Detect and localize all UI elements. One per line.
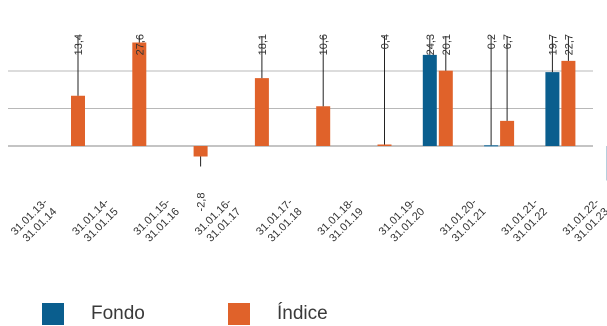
bar-ndice-7	[500, 120, 515, 146]
value-label-1-7: 6,7	[502, 34, 514, 49]
value-label-1-0: 13,4	[73, 34, 85, 55]
bar-ndice-8	[561, 60, 576, 146]
category-label-9: 31.01.22-31.01.23	[561, 196, 607, 247]
bar-ndice-4	[316, 106, 331, 146]
value-label-0-8: 19,7	[547, 34, 559, 55]
legend-swatch-indice	[228, 303, 250, 325]
category-label-6: 31.01.19-31.01.20	[377, 196, 428, 247]
category-label-7: 31.01.20-31.01.21	[438, 196, 489, 247]
legend-label-indice: Índice	[277, 303, 328, 324]
bar-ndice-5	[377, 144, 392, 146]
legend-swatch-fondo	[42, 303, 64, 325]
legend-item-fondo: Fondo	[42, 303, 145, 325]
value-label-0-6: 24,3	[425, 34, 437, 55]
category-label-1: 31.01.14-31.01.15	[70, 196, 121, 247]
bar-chart: 13,4 31.01.13-31.01.14 27,6 31.01.14-31.01.…	[8, 34, 607, 247]
value-label-1-8: 22,7	[563, 34, 575, 55]
value-label-1-2: -2,8	[196, 193, 208, 212]
category-label-4: 31.01.17-31.01.18	[254, 196, 305, 247]
value-label-1-5: 0,4	[380, 34, 392, 49]
category-label-0: 31.01.13-31.01.14	[9, 196, 60, 247]
legend-item-indice: Índice	[228, 303, 328, 325]
value-label-1-6: 20,1	[441, 34, 453, 55]
bar-ndice-3	[254, 78, 269, 146]
value-label-1-3: 18,1	[257, 34, 269, 55]
bar-fondo-8	[545, 72, 560, 146]
bar-fondo-7	[484, 145, 499, 147]
category-label-5: 31.01.18-31.01.19	[315, 196, 366, 247]
category-label-2: 31.01.15-31.01.16	[131, 196, 182, 247]
bar-ndice-6	[438, 70, 453, 146]
value-label-0-7: 0,2	[486, 34, 498, 49]
value-label-1-1: 27,6	[134, 34, 146, 55]
bar-fondo-6	[422, 54, 437, 146]
bar-ndice-0	[71, 95, 85, 146]
bar-ndice-2	[193, 146, 208, 157]
category-label-8: 31.01.21-31.01.22	[499, 196, 550, 247]
legend-label-fondo: Fondo	[91, 303, 145, 324]
value-label-1-4: 10,6	[318, 34, 330, 55]
bar-ndice-1	[132, 42, 147, 146]
